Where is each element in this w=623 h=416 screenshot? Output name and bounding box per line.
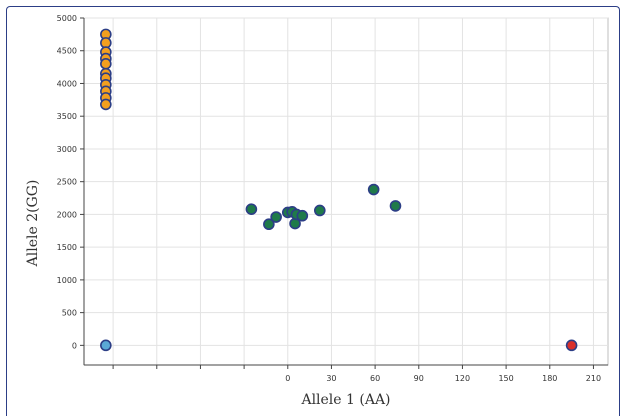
svg-text:4500: 4500: [57, 47, 77, 56]
svg-text:500: 500: [62, 309, 77, 318]
svg-text:4000: 4000: [57, 79, 77, 88]
y-tick-label: 0: [72, 341, 77, 350]
svg-text:3500: 3500: [57, 112, 77, 121]
svg-text:0: 0: [285, 374, 290, 383]
y-axis-ticks: 0 500 1000 1500 2000 2500 3000 3500 4000 4500 5000: [57, 14, 84, 350]
x-tick-label: 30: [326, 374, 336, 383]
svg-text:90: 90: [414, 374, 424, 383]
x-axis-ticks: 0 30 60 90 120 150 180 210: [112, 365, 601, 383]
svg-text:150: 150: [498, 374, 513, 383]
svg-text:3000: 3000: [57, 145, 77, 154]
y-tick-label: 4500: [57, 47, 77, 56]
x-tick-label: 210: [586, 374, 601, 383]
data-point-orange[interactable]: [100, 98, 112, 111]
y-tick-label: 2000: [57, 210, 77, 219]
svg-text:120: 120: [455, 374, 470, 383]
data-point-green[interactable]: [270, 211, 282, 223]
svg-text:5000: 5000: [57, 14, 77, 23]
y-tick-label: 4000: [57, 79, 77, 88]
data-point-green[interactable]: [313, 204, 326, 217]
y-tick-label: 500: [62, 309, 77, 318]
data-point-green[interactable]: [263, 218, 275, 231]
svg-text:210: 210: [586, 374, 601, 383]
svg-text:1000: 1000: [57, 276, 77, 285]
svg-text:2500: 2500: [57, 178, 77, 187]
data-point-green[interactable]: [367, 183, 380, 196]
x-tick-label: 180: [542, 374, 557, 383]
y-tick-label: 1500: [57, 243, 77, 252]
x-tick-label: 150: [498, 374, 513, 383]
grid-lines: [83, 17, 609, 366]
chart-frame: [6, 6, 620, 416]
axes: [83, 18, 608, 366]
data-point-red[interactable]: [565, 339, 578, 352]
data-point-orange[interactable]: [100, 58, 112, 70]
x-axis-label: Allele 1 (AA): [300, 392, 390, 408]
y-tick-label: 3500: [57, 112, 77, 121]
svg-text:60: 60: [370, 374, 380, 383]
data-point-green[interactable]: [245, 203, 258, 215]
y-tick-label: 3000: [57, 145, 77, 154]
svg-text:1500: 1500: [57, 243, 77, 252]
y-tick-label: 2500: [57, 178, 77, 187]
data-point-green[interactable]: [296, 209, 309, 222]
data-point-green[interactable]: [389, 200, 402, 212]
svg-text:30: 30: [326, 374, 336, 383]
svg-text:0: 0: [72, 341, 77, 350]
svg-text:180: 180: [542, 374, 557, 383]
svg-text:2000: 2000: [57, 210, 77, 219]
y-tick-label: 1000: [57, 276, 77, 285]
data-point-lightblue[interactable]: [100, 339, 112, 352]
x-tick-label: 60: [370, 374, 380, 383]
x-tick-label: 0: [285, 374, 290, 383]
x-tick-label: 120: [455, 374, 470, 383]
y-axis-label: Allele 2(GG): [25, 180, 41, 268]
x-tick-label: 90: [414, 374, 424, 383]
y-tick-label: 5000: [57, 14, 77, 23]
data-points: [100, 28, 578, 352]
